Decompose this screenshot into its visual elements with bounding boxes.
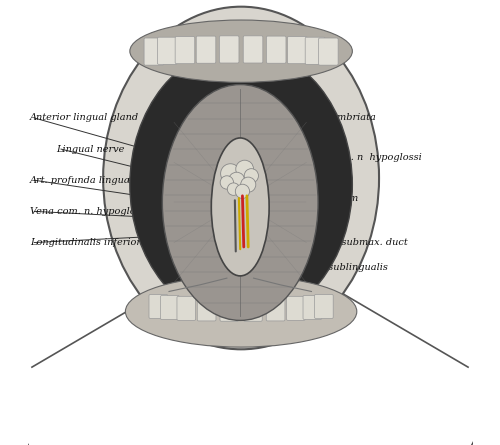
Text: Longitudinalis inferior: Longitudinalis inferior [30,238,140,247]
Text: Orifice of submax. duct: Orifice of submax. duct [292,238,408,247]
FancyBboxPatch shape [177,296,196,320]
FancyBboxPatch shape [288,36,307,64]
FancyBboxPatch shape [266,36,286,63]
Circle shape [228,172,244,188]
FancyBboxPatch shape [244,297,262,321]
FancyBboxPatch shape [314,295,333,319]
Circle shape [236,184,250,198]
Text: Frenulum: Frenulum [310,194,358,202]
FancyBboxPatch shape [175,36,195,64]
Text: Plica fimbriata: Plica fimbriata [304,113,376,122]
Text: Anterior lingual gland: Anterior lingual gland [30,113,139,122]
FancyBboxPatch shape [243,36,263,63]
FancyBboxPatch shape [144,38,164,65]
FancyBboxPatch shape [303,295,322,320]
Text: Art. profunda linguæ: Art. profunda linguæ [30,176,134,185]
Ellipse shape [103,7,379,349]
Text: Vena com. n  hypoglossi: Vena com. n hypoglossi [304,154,422,162]
FancyBboxPatch shape [266,297,285,321]
FancyBboxPatch shape [158,37,177,65]
FancyBboxPatch shape [198,297,216,321]
Circle shape [220,164,240,183]
FancyBboxPatch shape [286,296,305,320]
Circle shape [240,177,256,192]
FancyBboxPatch shape [160,295,179,320]
FancyBboxPatch shape [196,36,216,63]
FancyBboxPatch shape [220,297,238,321]
Text: Plica sublingualis: Plica sublingualis [301,263,388,271]
Ellipse shape [130,47,352,323]
Circle shape [220,176,234,189]
Circle shape [236,160,254,178]
FancyBboxPatch shape [220,36,239,63]
Text: Lingual nerve: Lingual nerve [56,145,125,154]
Circle shape [228,183,240,195]
FancyBboxPatch shape [305,37,325,65]
Circle shape [244,169,258,183]
FancyBboxPatch shape [318,38,338,65]
Text: Vena com. n. hypoglossi: Vena com. n. hypoglossi [30,207,148,216]
Ellipse shape [126,276,357,347]
Ellipse shape [212,138,269,276]
Ellipse shape [162,85,318,320]
FancyBboxPatch shape [149,295,168,319]
Ellipse shape [130,20,352,82]
